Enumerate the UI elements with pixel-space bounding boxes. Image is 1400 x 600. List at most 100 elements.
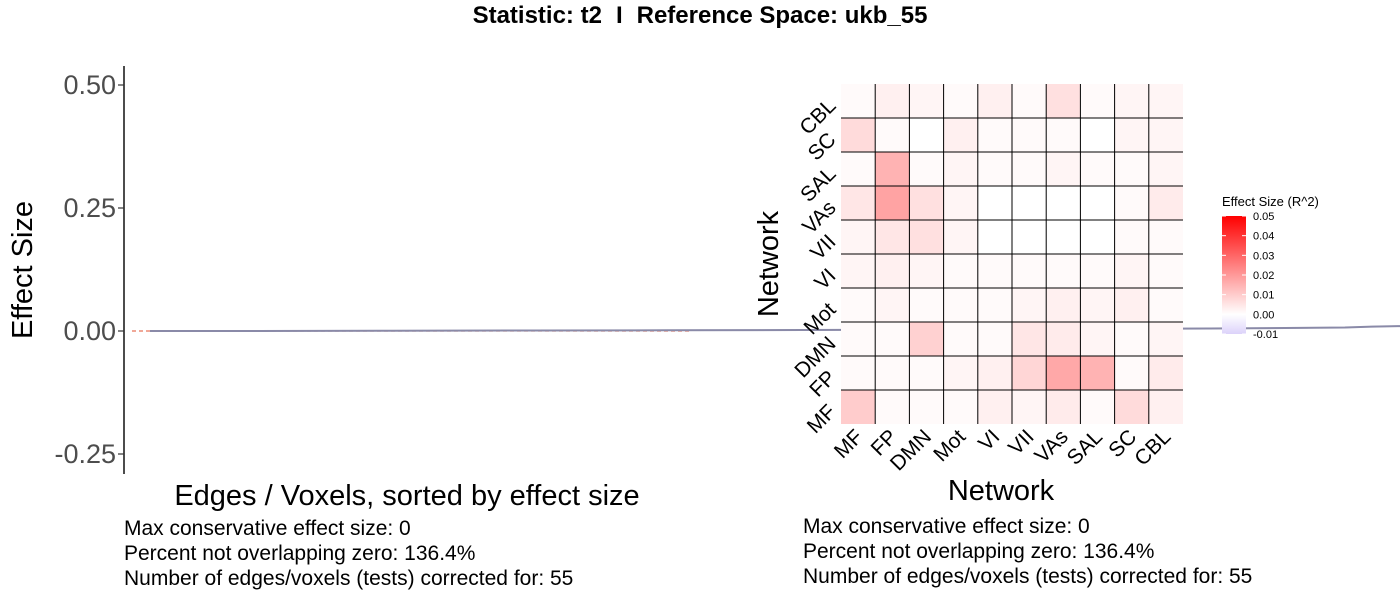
heatmap-cell-sal-mot xyxy=(943,152,978,186)
title-reference-space: Reference Space: ukb_55 xyxy=(636,2,928,29)
heatmap-cell-vas-vii xyxy=(1012,186,1047,220)
heatmap-cell-vi-vii xyxy=(1012,254,1047,288)
heatmap-cell-dmn-vas xyxy=(1046,322,1081,356)
heatmap-cell-mot-mf xyxy=(841,288,876,322)
heatmap-cell-vi-mot xyxy=(943,254,978,288)
heatmap-cell-mf-fp xyxy=(875,390,910,424)
heatmap-x-axis-label: Network xyxy=(948,475,1055,507)
heatmap-x-tick-label: VI xyxy=(974,425,1004,455)
heatmap-cell-cbl-vas xyxy=(1046,84,1081,118)
heatmap-x-tick-label: VAs xyxy=(1030,425,1072,467)
heatmap-cell-mot-cbl xyxy=(1148,288,1183,322)
heatmap-y-tick-label: MF xyxy=(803,400,841,438)
heatmap-y-tick-label: Mot xyxy=(800,298,841,339)
heatmap-cell-mot-vi xyxy=(977,288,1012,322)
heatmap-cell-sal-vi xyxy=(977,152,1012,186)
heatmap-cell-mf-mf xyxy=(841,390,876,424)
heatmap-cell-vi-fp xyxy=(875,254,910,288)
heatmap-cell-vas-dmn xyxy=(909,186,944,220)
heatmap-cell-sal-mf xyxy=(841,152,876,186)
heatmap-cell-dmn-cbl xyxy=(1148,322,1183,356)
heatmap-cell-sc-mf xyxy=(841,118,876,152)
heatmap-cell-mot-vii xyxy=(1012,288,1047,322)
heatmap-cell-vii-sc xyxy=(1114,220,1149,254)
heatmap-cell-fp-mf xyxy=(841,356,876,390)
heatmap-cell-sal-cbl xyxy=(1148,152,1183,186)
heatmap-cell-mot-mot xyxy=(943,288,978,322)
y-tick-label: 0.00 xyxy=(63,316,116,346)
heatmap-cell-sc-cbl xyxy=(1148,118,1183,152)
heatmap-cell-sc-vi xyxy=(977,118,1012,152)
heatmap-cell-vi-vas xyxy=(1046,254,1081,288)
line-caption-tests-corrected: Number of edges/voxels (tests) corrected… xyxy=(124,567,574,590)
heatmap-y-tick-label: CBL xyxy=(795,94,840,139)
effect-size-line xyxy=(150,325,1400,332)
heatmap-cell-fp-vii xyxy=(1012,356,1047,390)
heatmap-cell-sc-sal xyxy=(1080,118,1115,152)
heatmap-cell-vii-vas xyxy=(1046,220,1081,254)
heatmap-cell-vas-mot xyxy=(943,186,978,220)
heatmap-cell-cbl-cbl xyxy=(1148,84,1183,118)
heatmap-cell-sal-vas xyxy=(1046,152,1081,186)
heatmap-cell-mf-sal xyxy=(1080,390,1115,424)
heatmap-y-axis-label: Network xyxy=(753,210,785,317)
heatmap-y-tick-label: VI xyxy=(810,264,840,294)
heatmap-cell-fp-vas xyxy=(1046,356,1081,390)
heatmap-cell-cbl-fp xyxy=(875,84,910,118)
heatmap-cell-mot-sal xyxy=(1080,288,1115,322)
heatmap-cell-fp-cbl xyxy=(1148,356,1183,390)
heatmap-cell-sc-dmn xyxy=(909,118,944,152)
heatmap-cell-dmn-fp xyxy=(875,322,910,356)
heatmap-cell-dmn-mf xyxy=(841,322,876,356)
heatmap-cell-cbl-vii xyxy=(1012,84,1047,118)
heatmap-cell-mf-vas xyxy=(1046,390,1081,424)
heatmap-cell-fp-vi xyxy=(977,356,1012,390)
heatmap-cell-cbl-mf xyxy=(841,84,876,118)
legend-title: Effect Size (R^2) xyxy=(1222,194,1319,209)
heatmap-cell-vas-mf xyxy=(841,186,876,220)
heatmap-cell-mot-sc xyxy=(1114,288,1149,322)
line-caption-max-effect: Max conservative effect size: 0 xyxy=(124,517,411,540)
effect-size-line-chart: 0.50 0.25 0.00 -0.25 Edges / Voxels, sorted … xyxy=(7,66,1400,512)
heatmap-cell-fp-sc xyxy=(1114,356,1149,390)
heatmap-cell-vii-fp xyxy=(875,220,910,254)
heatmap-caption-percent-nonzero: Percent not overlapping zero: 136.4% xyxy=(803,540,1155,563)
y-tick-label: -0.25 xyxy=(54,439,116,469)
line-y-axis-label: Effect Size xyxy=(7,201,39,339)
y-tick-label: 0.25 xyxy=(63,193,116,223)
heatmap-cell-vi-mf xyxy=(841,254,876,288)
heatmap-cell-vas-cbl xyxy=(1148,186,1183,220)
y-tick-label: 0.50 xyxy=(63,70,116,100)
heatmap-cell-mf-dmn xyxy=(909,390,944,424)
heatmap-cell-cbl-vi xyxy=(977,84,1012,118)
heatmap-cell-sc-fp xyxy=(875,118,910,152)
legend-tick-label: 0.05 xyxy=(1253,211,1274,223)
heatmap-caption-max-effect: Max conservative effect size: 0 xyxy=(803,515,1090,538)
heatmap-cell-sal-fp xyxy=(875,152,910,186)
heatmap-cell-mf-cbl xyxy=(1148,390,1183,424)
heatmap-cell-cbl-sal xyxy=(1080,84,1115,118)
heatmap-cell-mf-mot xyxy=(943,390,978,424)
heatmap-cell-vi-sc xyxy=(1114,254,1149,288)
legend-tick-label: 0.01 xyxy=(1253,290,1274,302)
heatmap-cell-vi-cbl xyxy=(1148,254,1183,288)
heatmap-cell-mf-vii xyxy=(1012,390,1047,424)
heatmap-color-legend: Effect Size (R^2) 0.05 0.04 0.03 0.02 0.01 0.0… xyxy=(1222,194,1319,341)
figure-title: Statistic: t2 I Reference Space: ukb_55 xyxy=(0,2,1400,30)
heatmap-cell-fp-dmn xyxy=(909,356,944,390)
heatmap-cell-sal-vii xyxy=(1012,152,1047,186)
heatmap-cell-vii-sal xyxy=(1080,220,1115,254)
heatmap-cell-sc-vas xyxy=(1046,118,1081,152)
heatmap-cell-dmn-dmn xyxy=(909,322,944,356)
heatmap-cell-vas-vas xyxy=(1046,186,1081,220)
heatmap-cell-dmn-vii xyxy=(1012,322,1047,356)
heatmap-cell-vii-dmn xyxy=(909,220,944,254)
heatmap-cell-vas-sc xyxy=(1114,186,1149,220)
heatmap-cell-vii-mot xyxy=(943,220,978,254)
legend-tick-label: 0.04 xyxy=(1253,231,1274,243)
heatmap-x-tick-label: SAL xyxy=(1063,425,1107,469)
heatmap-cell-fp-mot xyxy=(943,356,978,390)
heatmap-cell-vi-sal xyxy=(1080,254,1115,288)
heatmap-cell-cbl-dmn xyxy=(909,84,944,118)
